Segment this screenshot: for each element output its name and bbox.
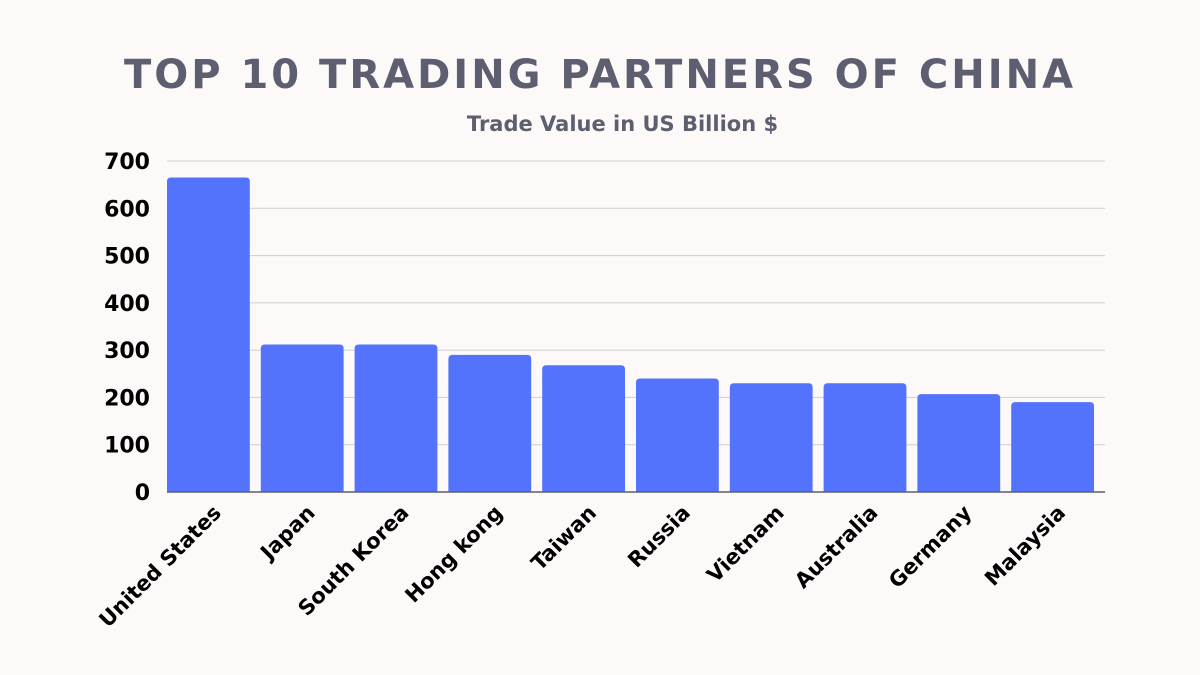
bar-vietnam <box>729 383 813 492</box>
bar-taiwan <box>542 365 625 492</box>
x-tick-label: Taiwan <box>527 501 602 576</box>
bar-hong-kong <box>448 354 532 492</box>
bar-germany <box>917 394 1001 492</box>
bars <box>167 177 1094 493</box>
bar-russia <box>636 378 719 492</box>
bar-australia <box>823 383 907 492</box>
chart-title: TOP 10 TRADING PARTNERS OF CHINA <box>123 52 1077 98</box>
x-tick-label: Japan <box>255 501 320 566</box>
x-tick-label: Russia <box>623 501 695 573</box>
bar-japan <box>260 344 344 492</box>
y-tick-label: 200 <box>104 386 150 411</box>
y-tick-label: 300 <box>104 339 150 364</box>
y-tick-label: 0 <box>135 481 150 506</box>
x-tick-label: United States <box>94 501 225 632</box>
y-tick-label: 700 <box>104 150 150 175</box>
y-tick-label: 600 <box>104 197 150 222</box>
x-tick-label: Vietnam <box>702 501 789 588</box>
chart-subtitle: Trade Value in US Billion $ <box>466 112 779 136</box>
bar-south-korea <box>354 344 438 492</box>
bar-malaysia <box>1011 402 1094 492</box>
x-tick-label: Germany <box>884 500 977 593</box>
x-tick-label: Hong kong <box>400 501 507 608</box>
y-axis-ticks: 0 100 200 300 400 500 600 700 <box>104 150 150 506</box>
y-tick-label: 500 <box>104 245 150 270</box>
bar-united-states <box>167 177 250 493</box>
x-tick-label: Australia <box>790 501 883 594</box>
x-tick-label: Malaysia <box>980 501 1070 591</box>
y-tick-label: 400 <box>104 292 150 317</box>
y-tick-label: 100 <box>104 434 150 459</box>
